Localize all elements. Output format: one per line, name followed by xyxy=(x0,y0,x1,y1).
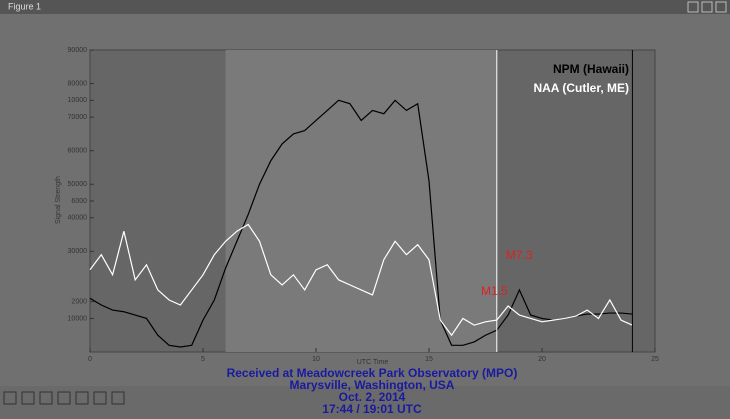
toolbar-icons xyxy=(3,391,125,405)
highlight-span xyxy=(225,50,497,352)
y2-tick-label: 10000 xyxy=(68,97,88,104)
footer-line: 17:44 / 19:01 UTC xyxy=(322,402,422,416)
pan-button[interactable] xyxy=(57,391,71,405)
y-tick-label: 10000 xyxy=(68,315,88,322)
title-bar xyxy=(0,0,730,14)
y-tick-label: 80000 xyxy=(68,80,88,87)
series-line xyxy=(89,223,633,337)
y-tick-label: 70000 xyxy=(68,114,88,121)
back-button[interactable] xyxy=(21,391,35,405)
legend-entry: NPM (Hawaii) xyxy=(553,62,629,76)
series-line xyxy=(89,99,633,348)
x-tick-label: 15 xyxy=(425,356,433,363)
y-axis-label: Signal Strength xyxy=(55,176,62,224)
close-button[interactable] xyxy=(715,1,727,13)
zoom-button[interactable] xyxy=(75,391,89,405)
y-tick-label: 90000 xyxy=(68,47,88,54)
x-tick-label: 10 xyxy=(312,356,320,363)
x-tick-label: 25 xyxy=(651,356,659,363)
x-tick-label: 5 xyxy=(201,356,205,363)
save-button[interactable] xyxy=(111,391,125,405)
y-tick-label: 40000 xyxy=(68,215,88,222)
window-title: Figure 1 xyxy=(8,1,41,11)
y2-tick-label: 6000 xyxy=(71,198,87,205)
footer-line: Oct. 2, 2014 xyxy=(339,390,406,404)
y2-tick-label: 2000 xyxy=(71,299,87,306)
legend-entry: NAA (Cutler, ME) xyxy=(533,81,629,95)
y-tick-label: 60000 xyxy=(68,148,88,155)
annotation: M1.5 xyxy=(481,284,508,298)
annotation: M7.3 xyxy=(506,248,533,262)
x-axis-label: UTC Time xyxy=(357,359,389,366)
configure-button[interactable] xyxy=(93,391,107,405)
footer-line: Marysville, Washington, USA xyxy=(290,378,455,392)
y-tick-label: 50000 xyxy=(68,181,88,188)
minimize-button[interactable] xyxy=(687,1,699,13)
forward-button[interactable] xyxy=(39,391,53,405)
x-tick-label: 20 xyxy=(538,356,546,363)
footer-line: Received at Meadowcreek Park Observatory… xyxy=(227,366,518,380)
y-tick-label: 30000 xyxy=(68,248,88,255)
maximize-button[interactable] xyxy=(701,1,713,13)
home-button[interactable] xyxy=(3,391,17,405)
x-tick-label: 0 xyxy=(88,356,92,363)
